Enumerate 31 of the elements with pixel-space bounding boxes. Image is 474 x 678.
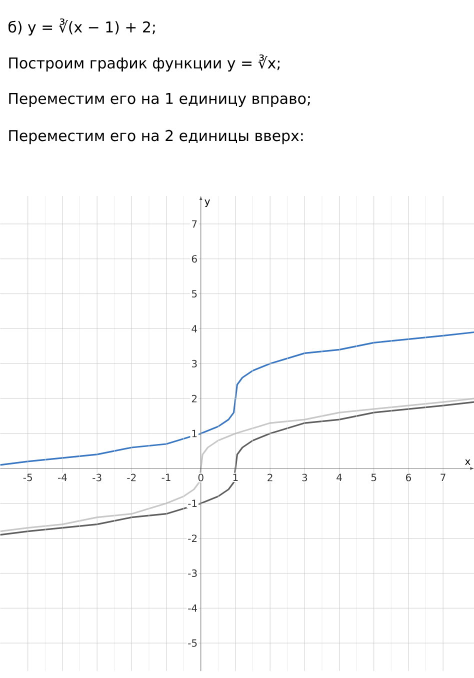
y-tick-label: -2 <box>188 534 196 542</box>
x-tick-label: 5 <box>371 474 376 482</box>
y-tick-label: 1 <box>192 430 196 438</box>
y-axis-title: y <box>204 200 210 208</box>
x-tick-label: -3 <box>92 474 102 482</box>
x-tick-label: 4 <box>336 474 342 482</box>
x-tick-label: -5 <box>23 474 32 482</box>
x-tick-label: 6 <box>406 474 411 482</box>
x-tick-label: -4 <box>58 474 67 482</box>
x-tick-label: 7 <box>440 474 446 482</box>
text: Переместим его на 1 единицу вправо; <box>9 92 310 107</box>
text: Построим график функции y = ∛x; <box>9 54 280 72</box>
x-tick-label: -2 <box>127 474 136 482</box>
x-tick-label: 2 <box>267 474 272 482</box>
y-tick-label: 5 <box>192 290 196 298</box>
chart-title: б) y = ∛(x − 1) + 2; <box>8 18 155 36</box>
y-tick-label: -3 <box>188 569 197 577</box>
y-tick-label: 7 <box>192 220 197 228</box>
y-tick-label: -1 <box>188 500 196 507</box>
text: Переместим его на 2 единицы вверх: <box>9 130 303 144</box>
x-tick-label: 3 <box>302 474 307 482</box>
y-tick-label: 3 <box>192 360 197 368</box>
x-axis-title: x <box>464 459 470 465</box>
y-tick-label: 2 <box>192 394 196 402</box>
y-tick-label: 4 <box>192 325 197 332</box>
y-tick-label: -4 <box>188 604 197 612</box>
x-tick-label: 1 <box>233 474 238 482</box>
x-tick-label: -1 <box>162 474 170 482</box>
y-tick-label: 6 <box>192 255 197 263</box>
y-tick-label: -5 <box>188 639 196 647</box>
x-tick-label: 0 <box>198 474 204 482</box>
